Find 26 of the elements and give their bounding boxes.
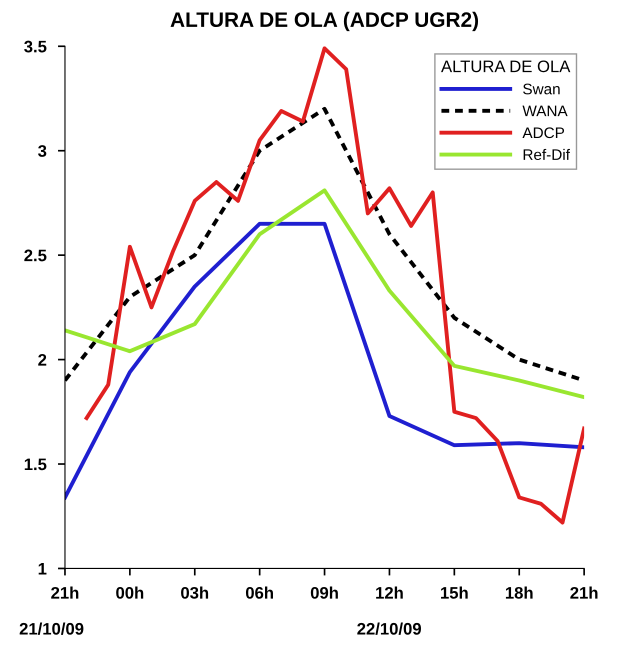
x-tick-label: 15h <box>441 586 468 599</box>
legend-label: Ref-Dif <box>524 148 570 160</box>
legend-label: WANA <box>522 106 568 116</box>
y-tick-label: 2 <box>38 354 46 366</box>
legend-label: ADCP <box>522 127 564 138</box>
x-tick-label: 09h <box>310 586 338 599</box>
line-series <box>64 222 584 500</box>
x-tick-label: 21h <box>51 586 78 599</box>
x-tick-label: 12h <box>376 586 403 599</box>
x-tick-label: 00h <box>116 586 144 599</box>
text: 22/10/09 <box>357 622 421 635</box>
y-tick-label: 2.5 <box>24 250 46 262</box>
chart-title: ALTURA DE OLA (ADCP UGR2) <box>170 12 478 32</box>
x-tick-label: 21h <box>570 586 598 599</box>
x-tick-label: 06h <box>246 586 273 599</box>
legend-label: Swan <box>523 84 560 94</box>
line-series <box>64 188 584 400</box>
y-tick-label: 1.5 <box>24 458 46 470</box>
x-tick-label: 03h <box>181 586 208 599</box>
y-tick-label: 3 <box>38 145 46 157</box>
x-tick-label: 18h <box>506 586 533 599</box>
text: 21/10/09 <box>20 622 84 635</box>
line-series <box>84 46 584 524</box>
y-tick-label: 1 <box>38 563 46 574</box>
y-tick-label: 3.5 <box>24 40 46 52</box>
legend-title: ALTURA DE OLA <box>441 60 570 72</box>
